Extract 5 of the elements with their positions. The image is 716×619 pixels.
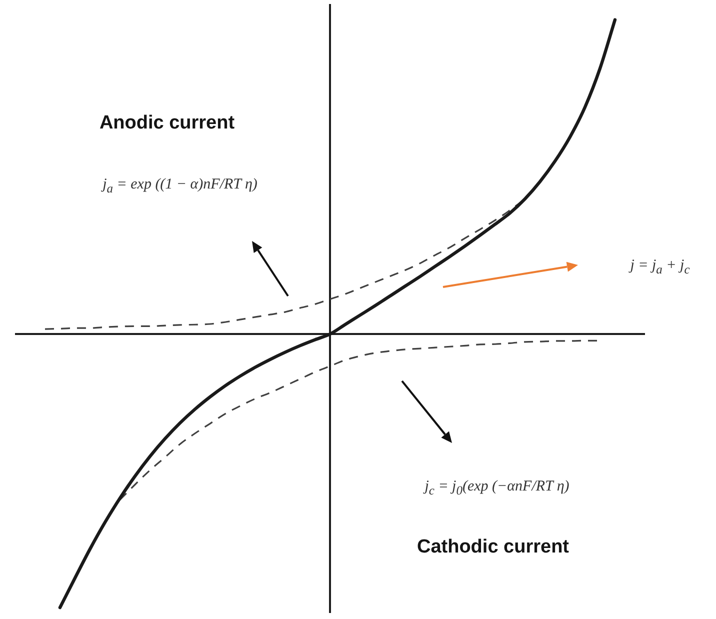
annotation: Anodic current xyxy=(99,112,235,136)
annotation: j = j$_{a}$ + j$_{c}$ xyxy=(630,256,690,278)
annotation: Cathodic current xyxy=(416,536,570,560)
annotation: j$_{a}$ = exp ((1 − α)nF/RT η) xyxy=(102,176,258,196)
annotation: j$_{c}$ = j$_{0}$(exp (−αnF/RT η) xyxy=(424,478,570,498)
